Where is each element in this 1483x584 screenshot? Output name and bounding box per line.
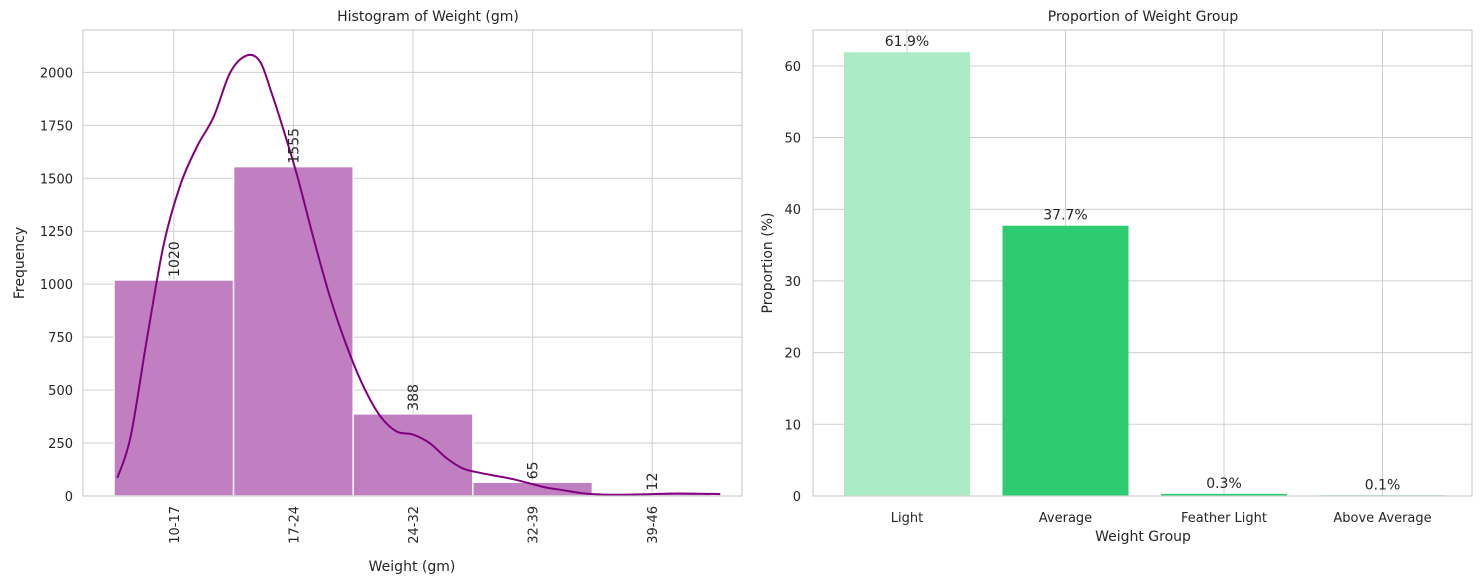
histogram-y-ticks: 0 250 500 750 1000 1250 1500 1750 2000 bbox=[40, 66, 73, 505]
proportion-bar-average bbox=[1002, 225, 1129, 496]
histogram-x-tick-label: 39-46 bbox=[646, 506, 661, 544]
proportion-data-label: 0.3% bbox=[1206, 476, 1242, 492]
proportion-title: Proportion of Weight Group bbox=[1048, 9, 1239, 25]
histogram-y-tick-label: 250 bbox=[48, 437, 73, 452]
histogram-data-labels: 1020 1555 388 65 12 bbox=[167, 128, 661, 490]
histogram-bars bbox=[113, 165, 713, 497]
proportion-x-tick-label: Above Average bbox=[1333, 511, 1431, 526]
histogram-chart: Histogram of Weight (gm) 0 250 500 750 1000 1… bbox=[12, 9, 743, 575]
proportion-bar-light bbox=[844, 52, 970, 497]
proportion-y-tick-label: 60 bbox=[784, 60, 801, 75]
proportion-y-tick-label: 0 bbox=[793, 490, 801, 505]
histogram-x-tick-label: 17-24 bbox=[287, 506, 302, 544]
proportion-bar-feather-light bbox=[1161, 493, 1287, 496]
histogram-x-tick-label: 24-32 bbox=[407, 506, 422, 544]
histogram-data-label: 1020 bbox=[167, 241, 183, 277]
histogram-y-tick-label: 1750 bbox=[40, 119, 73, 134]
histogram-x-axis-label: Weight (gm) bbox=[369, 559, 456, 575]
proportion-chart: Proportion of Weight Group 0 10 20 30 40 50 60… bbox=[760, 9, 1473, 545]
histogram-data-label: 65 bbox=[526, 461, 542, 479]
histogram-y-axis-label: Frequency bbox=[12, 227, 28, 299]
histogram-data-label: 388 bbox=[406, 384, 422, 411]
histogram-y-tick-label: 0 bbox=[65, 490, 73, 505]
histogram-y-tick-label: 500 bbox=[48, 384, 73, 399]
proportion-bars bbox=[844, 52, 1446, 497]
histogram-y-tick-label: 2000 bbox=[40, 66, 73, 81]
histogram-title: Histogram of Weight (gm) bbox=[337, 9, 519, 25]
proportion-x-tick-label: Average bbox=[1039, 511, 1092, 526]
proportion-y-ticks: 0 10 20 30 40 50 60 bbox=[784, 60, 801, 505]
proportion-y-tick-label: 50 bbox=[784, 132, 801, 147]
proportion-y-tick-label: 30 bbox=[784, 275, 801, 290]
proportion-y-tick-label: 10 bbox=[784, 418, 801, 433]
proportion-x-ticks: Light Average Feather Light Above Average bbox=[891, 511, 1432, 526]
histogram-y-tick-label: 750 bbox=[48, 331, 73, 346]
proportion-y-axis-label: Proportion (%) bbox=[760, 213, 776, 314]
histogram-x-tick-label: 10-17 bbox=[168, 506, 183, 544]
histogram-data-label: 12 bbox=[645, 473, 661, 491]
proportion-data-label: 37.7% bbox=[1043, 208, 1087, 224]
histogram-y-tick-label: 1250 bbox=[40, 225, 73, 240]
histogram-bar-24-32 bbox=[352, 413, 474, 497]
proportion-y-tick-label: 40 bbox=[784, 203, 801, 218]
histogram-grid bbox=[83, 30, 742, 497]
histogram-data-label: 1555 bbox=[286, 128, 302, 164]
histogram-x-tick-label: 32-39 bbox=[527, 506, 542, 544]
histogram-kde-line bbox=[116, 53, 721, 496]
proportion-plot-frame bbox=[812, 29, 1473, 497]
histogram-y-tick-label: 1500 bbox=[40, 172, 73, 187]
proportion-data-label: 61.9% bbox=[885, 34, 929, 50]
proportion-x-axis-label: Weight Group bbox=[1095, 529, 1191, 545]
histogram-y-tick-label: 1000 bbox=[40, 278, 73, 293]
histogram-bar-17-24 bbox=[232, 165, 354, 497]
histogram-x-ticks: 10-17 17-24 24-32 32-39 39-46 bbox=[168, 506, 661, 544]
proportion-y-tick-label: 20 bbox=[784, 347, 801, 362]
proportion-data-label: 0.1% bbox=[1365, 477, 1401, 493]
proportion-x-tick-label: Light bbox=[891, 511, 923, 526]
proportion-data-labels: 61.9% 37.7% 0.3% 0.1% bbox=[885, 34, 1401, 493]
proportion-x-tick-label: Feather Light bbox=[1181, 511, 1267, 526]
histogram-bar-10-17 bbox=[113, 279, 235, 497]
histogram-plot-frame bbox=[82, 29, 743, 497]
